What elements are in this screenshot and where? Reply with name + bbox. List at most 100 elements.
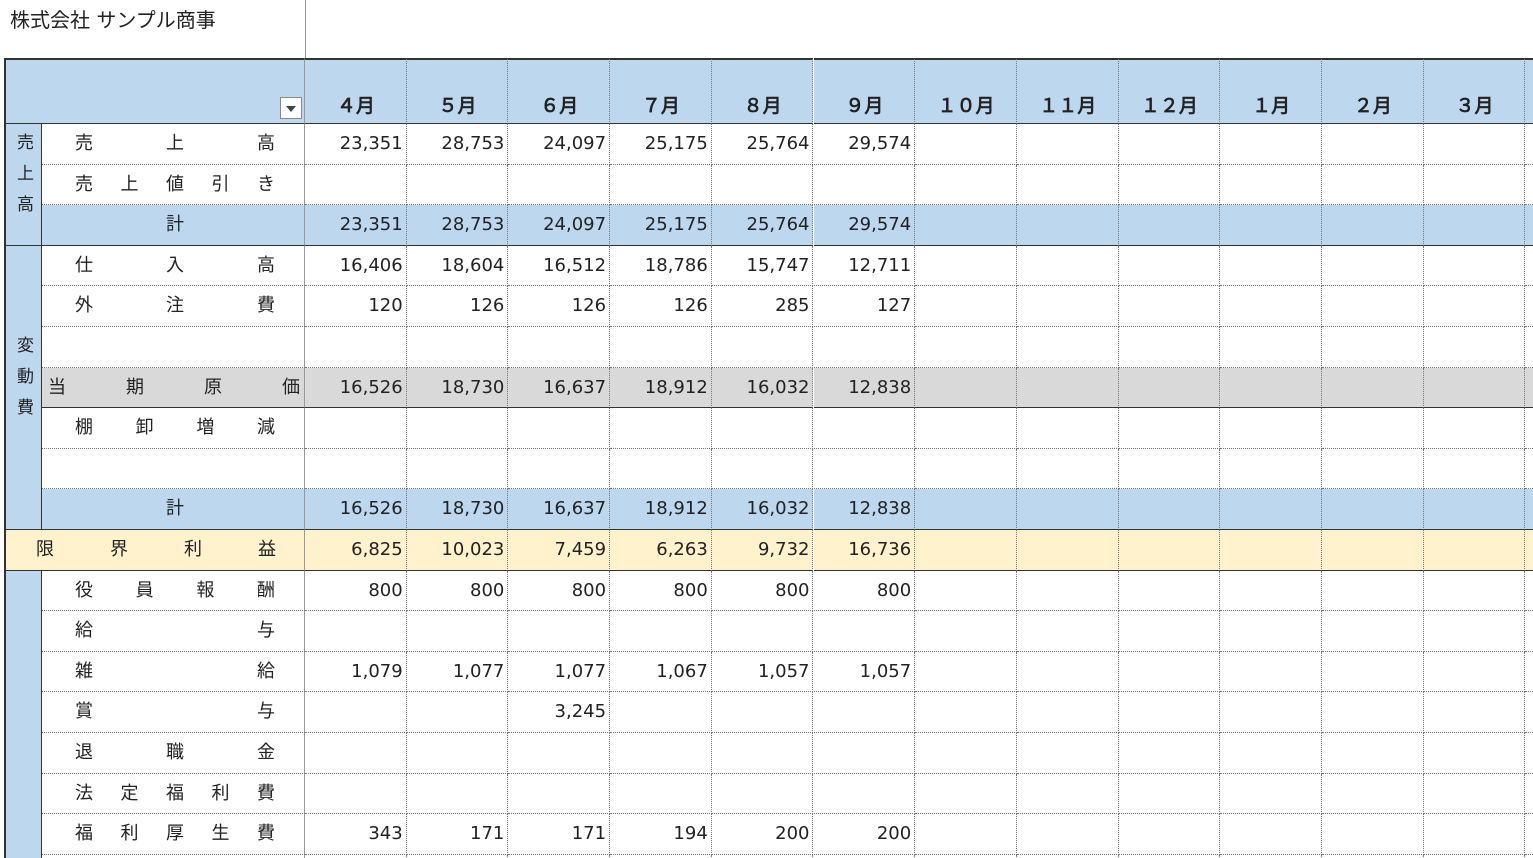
cell [1525, 124, 1533, 165]
cell [406, 570, 509, 612]
cell [711, 205, 814, 246]
filter-button[interactable] [280, 97, 302, 119]
cell [406, 205, 509, 246]
cell [1423, 124, 1526, 165]
cell-value: 1,057 [859, 660, 912, 682]
cell-value: 16,637 [543, 376, 607, 398]
row-label: 売上値引き [75, 173, 275, 195]
cell-value: 16,526 [339, 498, 403, 520]
cell [915, 205, 1017, 246]
column-header [1525, 58, 1533, 124]
cell [610, 611, 712, 652]
cell [508, 408, 611, 449]
cell [305, 733, 407, 774]
row-label-cell [42, 205, 305, 246]
cell-value: 29,574 [848, 133, 912, 154]
cell [1118, 164, 1221, 206]
cell [610, 489, 712, 530]
cell-value: 171 [571, 823, 607, 845]
cell [711, 814, 814, 855]
cell [1220, 408, 1322, 449]
cell [813, 408, 916, 449]
header-band [4, 58, 305, 124]
cell [1118, 570, 1221, 612]
cell [1322, 327, 1424, 368]
cell [915, 854, 1017, 858]
cell [508, 205, 611, 246]
cell-value: 6,825 [351, 539, 403, 560]
cell [813, 651, 916, 693]
cell [915, 570, 1017, 612]
cell [305, 205, 407, 246]
cell [711, 854, 814, 858]
cell [305, 489, 407, 530]
cell [1016, 814, 1119, 855]
cell [305, 327, 407, 368]
cell [508, 245, 611, 287]
cell [711, 692, 814, 733]
cell [1118, 773, 1221, 815]
cell-value: 1,077 [452, 660, 505, 682]
column-header [406, 58, 509, 124]
cell [1118, 367, 1221, 409]
cell-value: 12,838 [848, 498, 912, 520]
cell-value: 194 [673, 823, 708, 845]
cell [1525, 327, 1533, 368]
cell-value: 126 [673, 295, 708, 317]
cell-value: 25,175 [644, 133, 708, 154]
cell [305, 611, 407, 652]
column-header-label: 2 [1525, 86, 1533, 126]
cell [1220, 773, 1322, 815]
cell [711, 773, 814, 815]
cell [1322, 205, 1424, 246]
cell [1220, 814, 1322, 855]
cell [305, 124, 407, 165]
cell [1525, 651, 1533, 693]
row-label: 当期原価 [48, 376, 300, 398]
cell [406, 733, 509, 774]
cell [1016, 570, 1119, 612]
cell [610, 733, 712, 774]
cell [610, 692, 712, 733]
row-label: 売上高 [75, 133, 275, 154]
cell [1423, 651, 1526, 693]
cell-value: 23,351 [339, 133, 403, 154]
company-name: 株式会社 サンプル商事 [10, 8, 216, 32]
cell [1322, 651, 1424, 693]
cell [711, 367, 814, 409]
cell [915, 692, 1017, 733]
cell [711, 448, 814, 490]
cell [915, 286, 1017, 327]
cell [406, 854, 509, 858]
cell-value: 18,730 [441, 376, 505, 398]
cell [406, 245, 509, 287]
cell [508, 773, 611, 815]
cell [711, 489, 814, 530]
cell-value: 343 [368, 823, 403, 845]
cell [406, 611, 509, 652]
cell [813, 570, 916, 612]
cell [1423, 367, 1526, 409]
cell [1220, 489, 1322, 530]
cell [610, 164, 712, 206]
cell [1220, 854, 1322, 858]
cell-value: 16,736 [848, 539, 912, 560]
column-header [1423, 58, 1526, 124]
cell [1423, 448, 1526, 490]
cell [305, 245, 407, 287]
cell [610, 124, 712, 165]
column-header-label: ５月 [438, 95, 477, 117]
cell [1118, 651, 1221, 693]
row-label-cell [42, 164, 305, 206]
cell-value: 800 [876, 579, 912, 601]
cell [1220, 124, 1322, 165]
cell [711, 164, 814, 206]
cell [1423, 245, 1526, 287]
cell-value: 800 [775, 579, 810, 601]
cell [610, 286, 712, 327]
cell [1016, 164, 1119, 206]
cell [610, 814, 712, 855]
cell [1322, 530, 1424, 571]
cell-value: 16,406 [339, 254, 403, 276]
cell [915, 408, 1017, 449]
